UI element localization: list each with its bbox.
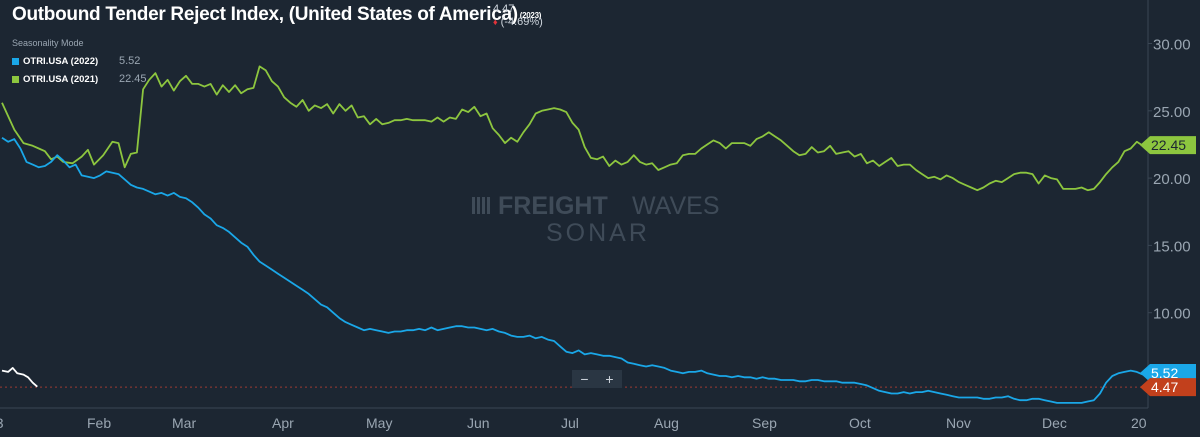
x-axis: 23 Feb Mar Apr May Jun Jul Aug Sep Oct Nov Dec 20	[0, 407, 1148, 431]
x-tick-label: 23	[0, 415, 4, 431]
year-tag: (2023)	[519, 11, 542, 21]
series-line-otri-usa-2023-	[1, 367, 38, 388]
current-quote: 4.47 ♦ (-4.69%)	[493, 3, 543, 29]
x-tick-label: Aug	[654, 415, 679, 431]
legend-value: 22.45	[119, 73, 147, 85]
x-tick-label: Dec	[1042, 415, 1067, 431]
series-line-otri-usa-2022-	[1, 136, 1150, 404]
legend-swatch	[12, 57, 19, 65]
seasonality-mode-label: Seasonality Mode	[12, 38, 84, 48]
zoom-in-button[interactable]: +	[605, 371, 614, 387]
legend-name: OTRI.USA (2022)	[23, 55, 99, 67]
legend-item-2021[interactable]: OTRI.USA (2021) 22.45	[12, 70, 147, 88]
down-arrow-icon: ♦	[493, 17, 498, 27]
chart-title: Outbound Tender Reject Index, (United St…	[12, 4, 518, 25]
end-label-2023: 4.47	[1140, 378, 1196, 397]
legend-name: OTRI.USA (2021)	[23, 73, 99, 85]
x-tick-label: Mar	[172, 415, 196, 431]
x-tick-label: 20	[1131, 415, 1147, 431]
y-tick-label: 25.00	[1153, 104, 1191, 121]
y-tick-label: 15.00	[1153, 238, 1191, 255]
y-tick-label: 30.00	[1153, 37, 1191, 54]
watermark-waves: WAVES	[632, 192, 720, 220]
x-tick-label: Jul	[561, 415, 579, 431]
x-tick-label: Oct	[849, 415, 871, 431]
legend: OTRI.USA (2022) 5.52 OTRI.USA (2021) 22.…	[12, 52, 147, 88]
x-tick-label: May	[366, 415, 392, 431]
end-labels: 22.45 5.524.47	[1140, 136, 1196, 397]
series-layer	[1, 65, 1156, 404]
freightwaves-logo-icon	[472, 197, 490, 214]
legend-swatch	[12, 75, 19, 83]
y-tick-label: 20.00	[1153, 171, 1191, 188]
series-line-otri-usa-2021-	[1, 65, 1156, 192]
watermark-freight: FREIGHT	[498, 192, 608, 220]
zoom-out-button[interactable]: −	[580, 371, 589, 387]
legend-item-2022[interactable]: OTRI.USA (2022) 5.52	[12, 52, 147, 70]
y-tick-label: 10.00	[1153, 306, 1191, 323]
x-tick-label: Jun	[467, 415, 490, 431]
change-percent: (-4.69%)	[500, 16, 543, 28]
legend-value: 5.52	[119, 55, 141, 67]
x-tick-label: Feb	[87, 415, 111, 431]
y-axis: 10.00 15.00 20.00 25.00 30.00	[1147, 0, 1191, 408]
end-label-2021: 22.45	[1140, 136, 1196, 155]
end-label-text: 5.52	[1151, 365, 1178, 381]
x-tick-label: Nov	[946, 415, 971, 431]
x-tick-label: Sep	[752, 415, 777, 431]
chart-header: Outbound Tender Reject Index, (United St…	[12, 4, 541, 26]
end-label-2022: 5.52	[1140, 364, 1196, 383]
current-value: 4.47	[493, 3, 515, 15]
watermark-sonar: SONAR	[546, 219, 650, 247]
x-tick-label: Apr	[272, 415, 294, 431]
end-label-text: 4.47	[1151, 379, 1178, 395]
zoom-controls: − +	[572, 370, 622, 388]
end-label-text: 22.45	[1151, 137, 1186, 153]
